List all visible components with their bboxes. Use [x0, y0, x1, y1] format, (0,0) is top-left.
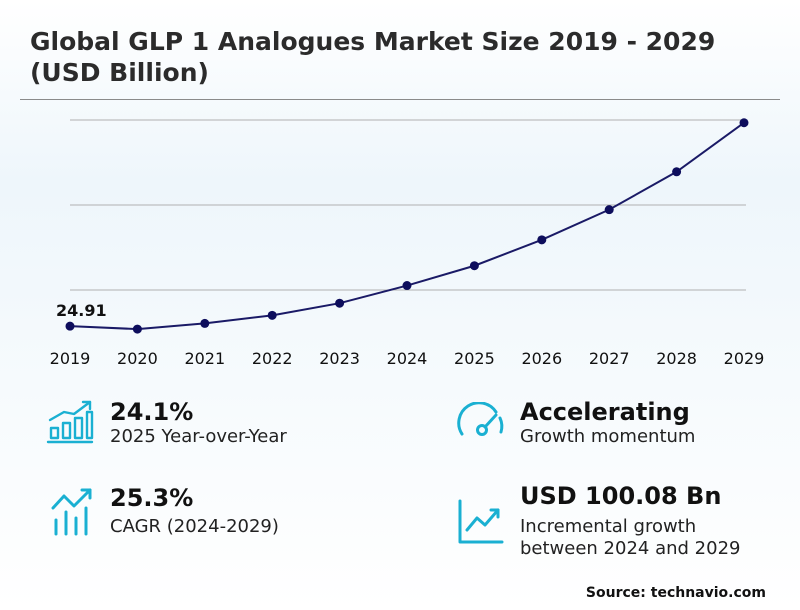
- x-tick-label: 2029: [724, 349, 765, 368]
- x-tick-label: 2019: [50, 349, 91, 368]
- growth-trend-icon: [51, 488, 92, 536]
- data-point: [65, 321, 75, 331]
- kpi-yoy: 24.1% 2025 Year-over-Year: [110, 398, 287, 448]
- kpi-incremental: USD 100.08 Bn Incremental growth between…: [520, 482, 740, 560]
- x-tick-label: 2021: [184, 349, 225, 368]
- series-points: [65, 118, 749, 334]
- data-point: [672, 167, 682, 177]
- data-point: [537, 235, 547, 245]
- x-tick-label: 2022: [252, 349, 293, 368]
- series-line: [69, 121, 745, 331]
- data-labels: 24.91: [56, 301, 107, 320]
- data-point: [604, 205, 614, 215]
- kpi-momentum-label: Growth momentum: [520, 426, 696, 447]
- source-credit: Source: technavio.com: [585, 585, 766, 601]
- title-divider: [20, 99, 780, 100]
- data-point: [200, 318, 210, 328]
- speedometer-icon: [457, 402, 504, 436]
- data-label: 24.91: [56, 301, 107, 320]
- x-tick-label: 2023: [319, 349, 360, 368]
- chart-grid: [70, 119, 746, 291]
- x-tick-label: 2024: [387, 349, 428, 368]
- kpi-cagr: 25.3% CAGR (2024-2029): [110, 484, 279, 538]
- x-tick-label: 2025: [454, 349, 495, 368]
- x-tick-label: 2026: [521, 349, 562, 368]
- kpi-yoy-label: 2025 Year-over-Year: [110, 426, 287, 447]
- x-tick-label: 2027: [589, 349, 630, 368]
- data-point: [267, 310, 277, 320]
- chart-title: Global GLP 1 Analogues Market Size 2019 …: [30, 27, 716, 87]
- kpi-momentum-value: Accelerating: [520, 398, 690, 426]
- data-point: [132, 324, 142, 334]
- bar-chart-rising-icon: [46, 400, 94, 444]
- data-point: [402, 281, 412, 291]
- x-axis-ticks: 2019 2020 2021 2022 2023 2024 2025 2026 2027 2028…: [50, 349, 765, 368]
- kpi-incremental-label-line2: between 2024 and 2029: [520, 538, 741, 559]
- kpi-incremental-value: USD 100.08 Bn: [520, 482, 722, 510]
- kpi-cagr-value: 25.3%: [110, 484, 194, 512]
- data-point: [739, 118, 749, 128]
- data-point: [469, 261, 479, 271]
- kpi-momentum: Accelerating Growth momentum: [520, 398, 695, 448]
- market-size-line-chart: 2019 2020 2021 2022 2023 2024 2025 2026 2027 2028…: [50, 118, 765, 368]
- x-tick-label: 2028: [656, 349, 697, 368]
- x-tick-label: 2020: [117, 349, 158, 368]
- kpi-cagr-label: CAGR (2024-2029): [110, 516, 279, 537]
- kpi-incremental-label-line1: Incremental growth: [520, 516, 697, 537]
- trend-chart-icon: [458, 499, 504, 544]
- data-point: [335, 298, 345, 308]
- kpi-yoy-value: 24.1%: [110, 398, 194, 426]
